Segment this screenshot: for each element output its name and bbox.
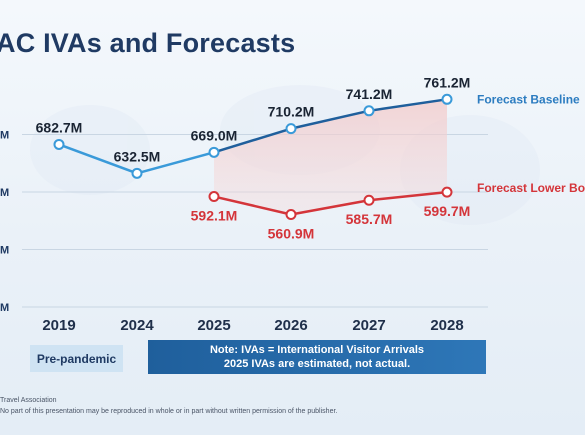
baseline-segment (58, 143, 138, 175)
lower-point (441, 186, 453, 198)
pre-pandemic-label: Pre-pandemic (30, 345, 123, 372)
footer-copyright: No part of this presentation may be repr… (0, 408, 338, 415)
y-tick-label: M (0, 187, 9, 199)
baseline-data-label: 741.2M (346, 86, 393, 102)
baseline-segment (290, 109, 370, 130)
lower-data-label: 560.9M (268, 225, 315, 241)
x-tick-label: 2019 (42, 317, 75, 334)
legend: Forecast Baseline Forecast Lower Bo (477, 92, 585, 195)
x-tick-label: 2024 (120, 317, 154, 334)
baseline-data-label: 761.2M (424, 74, 471, 90)
baseline-segment (213, 127, 292, 154)
x-axis-labels: 2019 2024 2025 2026 2027 2028 (42, 317, 463, 334)
legend-baseline: Forecast Baseline (477, 92, 580, 106)
forecast-range-band (214, 99, 447, 215)
forecast-band (214, 99, 447, 215)
y-tick-label: M (0, 245, 9, 257)
lower-segment (290, 198, 370, 216)
lower-segment (213, 195, 292, 216)
chart: M M M M 2019 2024 2025 2026 2027 2028 682.7M 632.… (0, 74, 585, 334)
x-tick-label: 2025 (197, 317, 230, 334)
y-axis-ticks: M M M M (0, 130, 9, 315)
baseline-point (363, 105, 375, 117)
x-tick-label: 2028 (430, 317, 463, 334)
page-title: AC IVAs and Forecasts (0, 28, 296, 58)
baseline-data-label: 632.5M (114, 148, 161, 164)
baseline-series: 682.7M 632.5M 669.0M 710.2M 741.2M 761.2M (36, 74, 471, 179)
baseline-point (208, 146, 220, 158)
lower-data-label: 592.1M (191, 208, 238, 224)
baseline-segment (368, 98, 448, 113)
footer-source: Travel Association (0, 397, 57, 404)
baseline-point (285, 123, 297, 135)
baseline-data-label: 682.7M (36, 119, 83, 135)
lower-point (363, 194, 375, 206)
lower-point (208, 191, 220, 203)
note-box: Note: IVAs = International Visitor Arriv… (148, 340, 486, 374)
baseline-point (441, 93, 453, 105)
x-tick-label: 2027 (352, 317, 385, 334)
baseline-data-label: 710.2M (268, 104, 315, 120)
note-line-1: Note: IVAs = International Visitor Arriv… (209, 344, 425, 356)
lower-segment (368, 190, 448, 202)
baseline-point (53, 138, 65, 150)
baseline-point (131, 167, 143, 179)
lower-data-label: 585.7M (346, 211, 393, 227)
legend-lower-bound: Forecast Lower Bo (477, 181, 585, 195)
lower-series: 592.1M 560.9M 585.7M 599.7M (191, 186, 471, 241)
y-tick-label: M (0, 302, 9, 314)
x-tick-label: 2026 (274, 317, 307, 334)
baseline-segment (136, 151, 215, 175)
lower-data-label: 599.7M (424, 203, 471, 219)
y-tick-label: M (0, 130, 9, 142)
lower-point (285, 208, 297, 220)
baseline-data-label: 669.0M (191, 127, 238, 143)
note-line-2: 2025 IVAs are estimated, not actual. (223, 358, 411, 370)
